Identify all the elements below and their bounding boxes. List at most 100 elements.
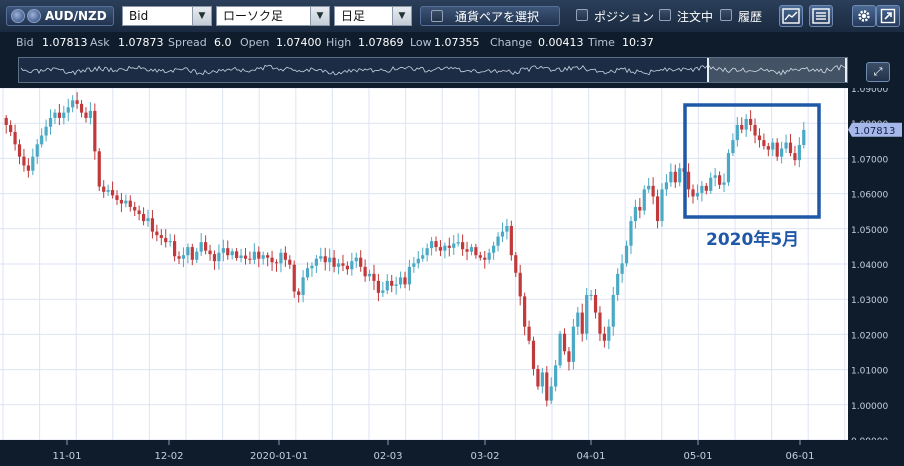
candle-body[interactable] bbox=[248, 258, 252, 260]
candle-body[interactable] bbox=[221, 248, 225, 253]
candle-body[interactable] bbox=[297, 291, 301, 295]
candle-body[interactable] bbox=[261, 255, 265, 259]
candle-body[interactable] bbox=[722, 182, 726, 185]
pair-select-checkbox[interactable] bbox=[431, 10, 443, 22]
candle-body[interactable] bbox=[155, 231, 159, 236]
candle-body[interactable] bbox=[412, 263, 416, 267]
candle-body[interactable] bbox=[531, 340, 536, 369]
candlestick-chart[interactable]: 1.090001.080001.070001.060001.050001.040… bbox=[0, 88, 904, 466]
candle-body[interactable] bbox=[545, 372, 549, 401]
candle-body[interactable] bbox=[279, 252, 283, 264]
candle-body[interactable] bbox=[53, 112, 57, 118]
candle-body[interactable] bbox=[164, 237, 168, 243]
candle-body[interactable] bbox=[367, 273, 372, 277]
candle-body[interactable] bbox=[558, 333, 562, 366]
candle-body[interactable] bbox=[425, 248, 429, 256]
candle-body[interactable] bbox=[686, 171, 691, 190]
candle-body[interactable] bbox=[483, 257, 487, 260]
candle-body[interactable] bbox=[585, 294, 589, 334]
candle-body[interactable] bbox=[381, 290, 385, 293]
currency-pair-button[interactable]: AUD/NZD bbox=[6, 6, 114, 26]
candle-body[interactable] bbox=[611, 294, 615, 327]
candle-body[interactable] bbox=[518, 272, 522, 297]
candle-body[interactable] bbox=[421, 255, 425, 259]
candle-body[interactable] bbox=[717, 175, 722, 185]
candle-body[interactable] bbox=[713, 175, 717, 178]
candle-body[interactable] bbox=[119, 199, 124, 204]
candle-body[interactable] bbox=[141, 214, 146, 222]
candle-body[interactable] bbox=[620, 263, 624, 274]
price-type-select[interactable]: Bid ▼ bbox=[122, 6, 212, 26]
candle-body[interactable] bbox=[780, 148, 784, 157]
candle-body[interactable] bbox=[40, 135, 44, 145]
candle-body[interactable] bbox=[447, 245, 451, 248]
candle-body[interactable] bbox=[146, 218, 150, 222]
candle-body[interactable] bbox=[150, 218, 155, 232]
candle-body[interactable] bbox=[744, 118, 748, 130]
candle-body[interactable] bbox=[102, 186, 106, 192]
candle-body[interactable] bbox=[664, 182, 669, 190]
candle-body[interactable] bbox=[576, 312, 580, 327]
candle-body[interactable] bbox=[79, 103, 84, 113]
candle-body[interactable] bbox=[478, 255, 482, 258]
candle-body[interactable] bbox=[235, 251, 239, 259]
candle-body[interactable] bbox=[4, 117, 8, 125]
candle-body[interactable] bbox=[394, 284, 398, 286]
candle-body[interactable] bbox=[71, 100, 75, 108]
candle-body[interactable] bbox=[651, 185, 655, 197]
candle-body[interactable] bbox=[22, 156, 26, 166]
candle-body[interactable] bbox=[283, 252, 287, 260]
candle-body[interactable] bbox=[350, 261, 354, 270]
candle-body[interactable] bbox=[735, 124, 739, 141]
candle-body[interactable] bbox=[797, 145, 801, 161]
candle-body[interactable] bbox=[110, 190, 115, 196]
candle-body[interactable] bbox=[562, 333, 567, 352]
candle-body[interactable] bbox=[589, 294, 593, 296]
candle-body[interactable] bbox=[66, 107, 70, 113]
candle-body[interactable] bbox=[638, 206, 642, 211]
candle-body[interactable] bbox=[266, 255, 270, 258]
candle-body[interactable] bbox=[492, 245, 496, 253]
candle-body[interactable] bbox=[359, 257, 363, 267]
candle-body[interactable] bbox=[660, 189, 664, 222]
settings-icon[interactable] bbox=[852, 5, 876, 27]
candle-body[interactable] bbox=[305, 268, 310, 278]
candle-body[interactable] bbox=[695, 192, 700, 197]
candle-body[interactable] bbox=[487, 252, 491, 260]
candle-body[interactable] bbox=[270, 257, 274, 263]
candle-body[interactable] bbox=[691, 189, 695, 197]
candle-body[interactable] bbox=[434, 241, 438, 248]
candle-body[interactable] bbox=[341, 263, 345, 266]
candle-body[interactable] bbox=[429, 241, 434, 249]
candle-body[interactable] bbox=[345, 265, 349, 270]
candle-body[interactable] bbox=[48, 117, 53, 127]
history-checkbox[interactable] bbox=[720, 9, 732, 21]
candle-body[interactable] bbox=[257, 251, 261, 259]
candle-body[interactable] bbox=[212, 254, 217, 262]
candle-body[interactable] bbox=[376, 280, 381, 293]
candle-body[interactable] bbox=[673, 171, 677, 183]
candle-body[interactable] bbox=[700, 185, 704, 193]
candle-body[interactable] bbox=[709, 177, 713, 191]
candle-body[interactable] bbox=[766, 146, 770, 150]
candle-body[interactable] bbox=[740, 124, 744, 130]
candle-body[interactable] bbox=[243, 255, 248, 259]
price-chart[interactable]: 1.090001.080001.070001.060001.050001.040… bbox=[0, 88, 904, 466]
candle-body[interactable] bbox=[115, 195, 119, 200]
candle-body[interactable] bbox=[443, 245, 447, 251]
chart-type-select[interactable]: ローソク足 ▼ bbox=[216, 6, 330, 26]
expand-chart-icon[interactable]: ⤢ bbox=[866, 62, 890, 82]
candle-body[interactable] bbox=[629, 221, 633, 246]
candle-body[interactable] bbox=[571, 326, 575, 362]
candle-body[interactable] bbox=[633, 206, 638, 222]
order-checkbox[interactable] bbox=[659, 9, 671, 21]
candle-body[interactable] bbox=[75, 100, 79, 104]
candle-body[interactable] bbox=[301, 277, 305, 295]
candle-body[interactable] bbox=[385, 280, 389, 291]
candle-body[interactable] bbox=[540, 372, 544, 387]
candle-body[interactable] bbox=[133, 206, 137, 211]
candle-body[interactable] bbox=[655, 196, 660, 222]
candle-body[interactable] bbox=[26, 165, 30, 171]
candle-body[interactable] bbox=[186, 247, 190, 256]
candle-body[interactable] bbox=[93, 110, 97, 152]
